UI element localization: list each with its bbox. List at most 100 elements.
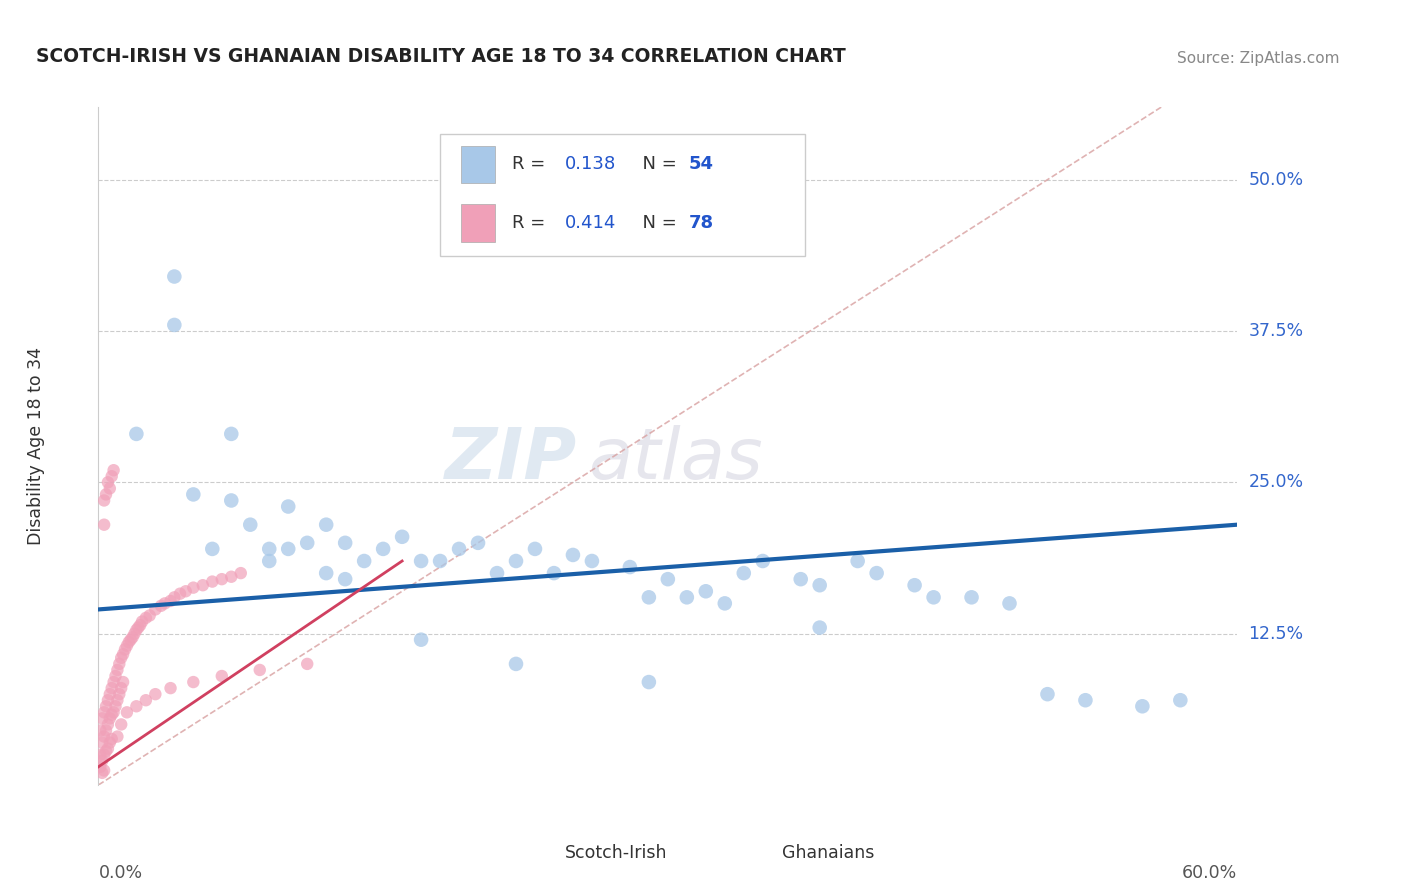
Point	[353, 554, 375, 568]
Point	[97, 741, 120, 756]
Point	[120, 632, 142, 647]
Text: N =: N =	[631, 155, 683, 173]
FancyBboxPatch shape	[461, 145, 495, 183]
Text: 37.5%: 37.5%	[1249, 322, 1303, 340]
Point	[121, 630, 143, 644]
Point	[98, 687, 121, 701]
Text: 0.0%: 0.0%	[98, 863, 142, 881]
Point	[159, 594, 181, 608]
Point	[104, 669, 127, 683]
Point	[429, 554, 451, 568]
Point	[790, 572, 813, 586]
FancyBboxPatch shape	[509, 839, 554, 866]
Point	[297, 536, 319, 550]
Point	[103, 675, 125, 690]
Point	[94, 699, 117, 714]
Point	[229, 566, 252, 581]
Text: R =: R =	[512, 155, 551, 173]
Text: SCOTCH-IRISH VS GHANAIAN DISABILITY AGE 18 TO 34 CORRELATION CHART: SCOTCH-IRISH VS GHANAIAN DISABILITY AGE …	[35, 47, 845, 66]
Point	[110, 651, 132, 665]
Point	[91, 735, 114, 749]
Point	[110, 681, 132, 695]
Point	[239, 517, 262, 532]
Point	[411, 554, 433, 568]
Point	[104, 699, 127, 714]
Point	[163, 269, 186, 284]
Point	[733, 566, 755, 581]
Point	[153, 596, 176, 610]
Point	[135, 693, 157, 707]
Point	[89, 760, 111, 774]
Point	[100, 469, 122, 483]
Point	[94, 744, 117, 758]
Point	[125, 699, 148, 714]
Point	[277, 500, 299, 514]
Text: Disability Age 18 to 34: Disability Age 18 to 34	[27, 347, 45, 545]
Point	[174, 584, 197, 599]
Point	[129, 618, 152, 632]
Point	[1170, 693, 1192, 707]
Point	[163, 318, 186, 332]
Point	[98, 711, 121, 725]
Point	[110, 717, 132, 731]
Point	[107, 730, 129, 744]
FancyBboxPatch shape	[440, 134, 804, 256]
Point	[107, 663, 129, 677]
Point	[159, 681, 181, 695]
Point	[89, 723, 111, 738]
Point	[135, 611, 157, 625]
Point	[91, 754, 114, 768]
Point	[118, 635, 141, 649]
Point	[505, 657, 527, 671]
Text: 0.414: 0.414	[565, 214, 617, 232]
Point	[486, 566, 509, 581]
Point	[169, 587, 191, 601]
Point	[94, 487, 117, 501]
Point	[98, 482, 121, 496]
Point	[183, 675, 205, 690]
Point	[124, 626, 146, 640]
Text: 25.0%: 25.0%	[1249, 474, 1303, 491]
Text: ZIP: ZIP	[444, 425, 576, 494]
Point	[505, 554, 527, 568]
Point	[211, 669, 233, 683]
Text: Scotch-Irish: Scotch-Irish	[565, 844, 668, 862]
Point	[91, 765, 114, 780]
Text: 54: 54	[689, 155, 713, 173]
Point	[846, 554, 869, 568]
Point	[125, 426, 148, 441]
Point	[714, 596, 737, 610]
Point	[183, 581, 205, 595]
Point	[107, 693, 129, 707]
Point	[97, 693, 120, 707]
Point	[112, 647, 135, 661]
Point	[371, 541, 394, 556]
Point	[524, 541, 547, 556]
Point	[960, 591, 983, 605]
Point	[100, 731, 122, 746]
Point	[100, 707, 122, 722]
Point	[543, 566, 565, 581]
Text: 60.0%: 60.0%	[1182, 863, 1237, 881]
Point	[93, 764, 115, 778]
Point	[998, 596, 1021, 610]
Point	[191, 578, 214, 592]
Point	[335, 536, 357, 550]
Point	[467, 536, 489, 550]
Point	[411, 632, 433, 647]
Point	[315, 517, 337, 532]
Text: atlas: atlas	[588, 425, 762, 494]
Point	[201, 574, 224, 589]
Point	[391, 530, 413, 544]
Point	[562, 548, 585, 562]
Point	[201, 541, 224, 556]
Point	[108, 687, 131, 701]
Point	[638, 675, 661, 690]
Point	[259, 554, 281, 568]
Point	[335, 572, 357, 586]
Point	[808, 578, 831, 592]
Point	[1036, 687, 1059, 701]
Point	[695, 584, 717, 599]
Point	[97, 475, 120, 490]
Point	[131, 615, 153, 629]
